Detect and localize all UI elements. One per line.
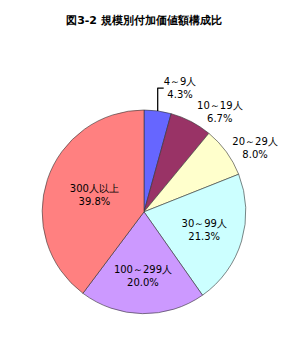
svg-text:20～29人8.0%: 20～29人8.0% (232, 136, 277, 160)
svg-text:図3-2 規模別付加価値額構成比: 図3-2 規模別付加価値額構成比 (66, 14, 222, 27)
svg-text:30～99人21.3%: 30～99人21.3% (182, 218, 227, 242)
svg-text:100～299人20.0%: 100～299人20.0% (114, 264, 172, 288)
svg-text:4～9人4.3%: 4～9人4.3% (164, 76, 197, 100)
svg-text:10～19人6.7%: 10～19人6.7% (197, 100, 242, 124)
svg-text:300人以上39.8%: 300人以上39.8% (70, 183, 119, 207)
